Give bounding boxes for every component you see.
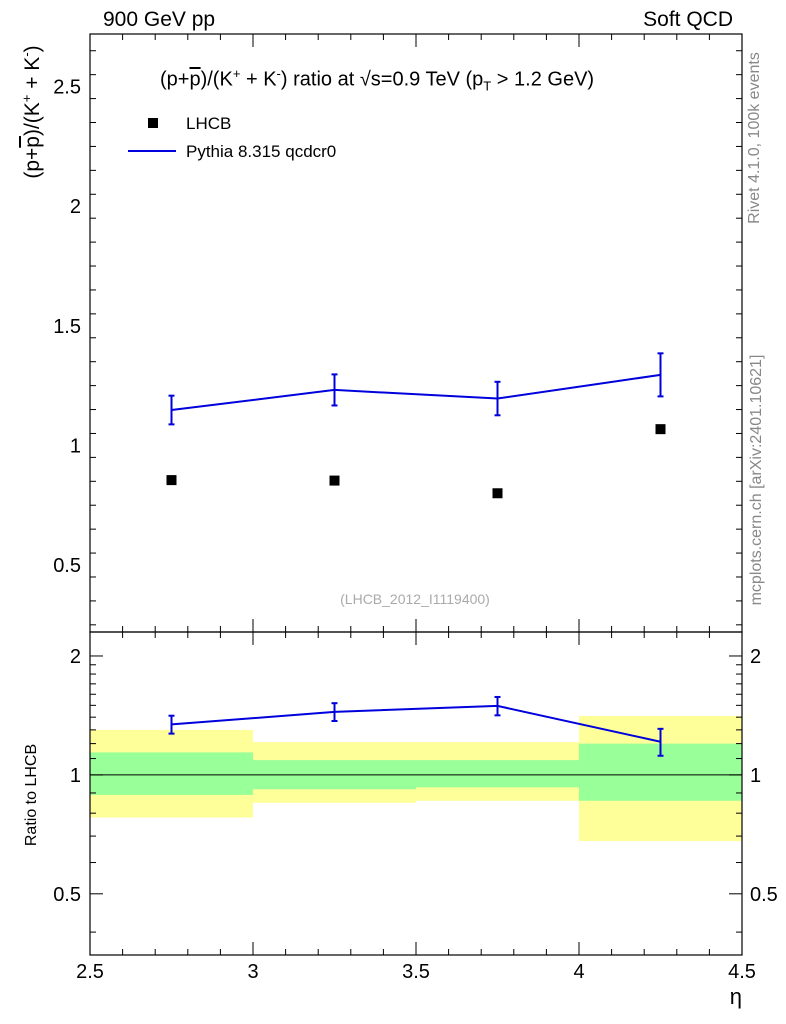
x-tick-label: 3 xyxy=(247,961,258,983)
ratio-y-tick-label-right: 1 xyxy=(750,765,761,787)
x-tick-label: 2.5 xyxy=(76,961,104,983)
tick-marks xyxy=(89,34,743,955)
x-axis-label: η xyxy=(729,984,742,1009)
lhcb-data-point xyxy=(166,475,177,486)
header-left: 900 GeV pp xyxy=(103,8,216,31)
ratio-y-tick-label: 2 xyxy=(70,646,81,668)
x-tick-label: 4 xyxy=(573,961,584,983)
title-part: (p+ xyxy=(160,68,190,91)
title-part: + K xyxy=(240,68,277,91)
title-part: > 1.2 GeV) xyxy=(491,68,595,91)
title-sup: - xyxy=(276,66,281,81)
chart-title: (p+p)/(K+ + K-) ratio at √s=0.9 TeV (pT … xyxy=(160,66,594,94)
x-tick-label: 3.5 xyxy=(402,961,430,983)
header-right: Soft QCD xyxy=(643,8,733,31)
ratio-pythia-line xyxy=(171,704,661,743)
lhcb-data-point xyxy=(655,424,666,435)
lhcb-data-point xyxy=(329,475,340,486)
title-sqrt: √ xyxy=(359,68,371,91)
main-series xyxy=(166,352,666,499)
title-part: ) ratio at xyxy=(280,68,360,91)
ratio-y-tick-label-right: 2 xyxy=(750,646,761,668)
main-y-tick-label: 1.5 xyxy=(53,316,81,338)
ratio-band-green xyxy=(90,752,253,795)
ratio-band-green xyxy=(416,760,579,788)
pythia-line xyxy=(171,373,661,412)
main-y-tick-label: 2.5 xyxy=(53,77,81,99)
ratio-y-tick-label: 1 xyxy=(70,765,81,787)
title-part: )/(K xyxy=(200,68,233,91)
title-sub: T xyxy=(483,78,492,94)
x-tick-label: 4.5 xyxy=(728,961,756,983)
title-part: s=0.9 TeV (p xyxy=(370,68,484,91)
tick-labels: 0.5 1 1.5 2 2.5 0.5 0.5 1 1 2 2 2.5 3 3.5 4 4.5 xyxy=(53,77,778,983)
legend: LHCB Pythia 8.315 qcdcr0 xyxy=(128,114,336,161)
main-y-tick-label: 1 xyxy=(70,435,81,457)
legend-label-lhcb: LHCB xyxy=(186,114,231,133)
ratio-y-tick-label-right: 0.5 xyxy=(750,884,778,906)
ratio-series xyxy=(168,695,664,757)
title-pbar: p xyxy=(189,68,201,91)
ratio-y-tick-label: 0.5 xyxy=(53,884,81,906)
lhcb-data-point xyxy=(492,488,503,499)
legend-marker-lhcb xyxy=(148,118,158,128)
title-sup: + xyxy=(232,66,241,81)
watermark: (LHCB_2012_I1119400) xyxy=(340,591,490,607)
ratio-uncertainty-bands xyxy=(90,715,742,842)
legend-label-pythia: Pythia 8.315 qcdcr0 xyxy=(186,142,336,161)
main-y-tick-label: 2 xyxy=(70,196,81,218)
main-y-tick-label: 0.5 xyxy=(53,555,81,577)
